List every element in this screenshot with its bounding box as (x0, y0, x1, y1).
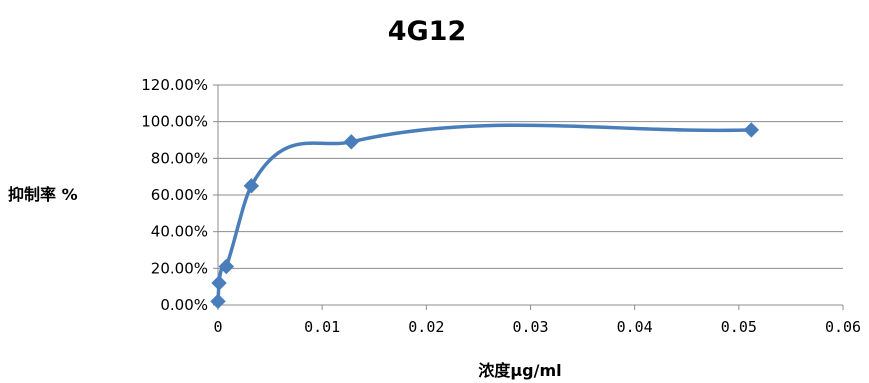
x-tick-label: 0.05 (721, 318, 757, 336)
x-tick-label: 0.06 (825, 318, 861, 336)
data-point-marker (343, 134, 360, 150)
series-markers (210, 122, 760, 310)
y-tick-label: 60.00% (151, 186, 208, 204)
x-tick-label: 0 (213, 318, 222, 336)
data-point-marker (218, 258, 235, 275)
data-point-marker (243, 178, 260, 194)
data-point-marker (210, 293, 226, 310)
y-tick-label: 20.00% (151, 259, 208, 277)
x-tick-label: 0.04 (617, 318, 653, 336)
y-tick-labels: 0.00% 20.00% 40.00% 60.00% 80.00% 100.00% 120.… (141, 76, 208, 314)
axes (213, 84, 844, 310)
chart-title: 4G12 (388, 16, 467, 47)
x-tick-label: 0.03 (512, 318, 548, 336)
series-line-path (216, 123, 754, 304)
y-tick-label: 40.00% (151, 223, 208, 241)
y-tick-label: 120.00% (141, 76, 208, 94)
y-tick-label: 0.00% (160, 296, 208, 314)
data-point-marker (211, 275, 227, 291)
y-tick-label: 100.00% (141, 113, 208, 131)
y-axis-label: 抑制率 % (8, 185, 78, 204)
y-tick-label: 80.00% (151, 149, 208, 167)
x-tick-label: 0.01 (304, 318, 340, 336)
x-tick-label: 0.02 (408, 318, 444, 336)
x-tick-labels: 0 0.01 0.02 0.03 0.04 0.05 0.06 (213, 318, 861, 336)
gridlines (218, 84, 843, 269)
x-axis-label: 浓度μg/ml (478, 361, 561, 380)
series-line (216, 123, 754, 304)
data-point-marker (743, 122, 760, 138)
